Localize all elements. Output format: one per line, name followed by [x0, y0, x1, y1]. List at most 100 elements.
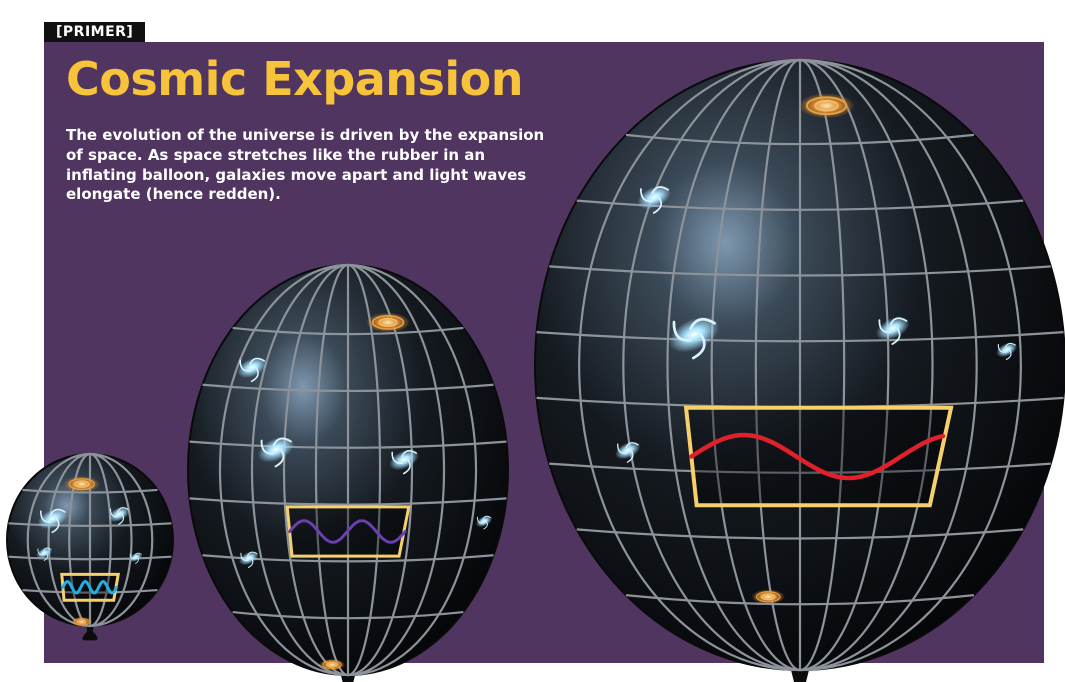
meridian-line — [26, 452, 91, 628]
galaxy-arm — [691, 333, 706, 360]
galaxy-arm — [640, 188, 653, 203]
parallel-line — [549, 462, 1051, 474]
galaxy-ring — [814, 100, 839, 112]
galaxy-arm — [240, 552, 249, 561]
balloon-medium — [187, 263, 509, 682]
meridian-line — [314, 263, 349, 677]
galaxy-arm — [401, 449, 417, 458]
spiral-galaxy-blue — [128, 552, 143, 564]
galaxy-arm — [878, 319, 892, 334]
balloon-knot — [82, 622, 98, 641]
galaxy-glow — [475, 515, 493, 528]
parallel-line — [189, 497, 507, 506]
spiral-galaxy-orange — [798, 93, 855, 119]
spiral-galaxy-blue — [36, 547, 53, 561]
galaxy-glow — [257, 436, 295, 463]
meridian-line — [710, 58, 801, 672]
parallel-line — [202, 383, 494, 393]
meridian-line — [666, 58, 801, 672]
meridian-line — [218, 263, 349, 677]
galaxy-arm — [239, 359, 251, 372]
spiral-galaxy-orange — [63, 476, 100, 493]
galaxy-arm — [482, 515, 492, 520]
meridian-line — [347, 263, 446, 677]
galaxy-glow — [637, 185, 672, 210]
spiral-galaxy-blue — [637, 185, 672, 214]
galaxy-arm — [672, 320, 692, 342]
galaxy-ring — [755, 591, 781, 603]
galaxy-ring — [805, 96, 848, 116]
meridian-line — [282, 263, 349, 677]
parallel-line — [576, 528, 1024, 540]
galaxy-arm — [49, 508, 66, 516]
galaxy-glow — [128, 552, 143, 562]
page-title: Cosmic Expansion — [66, 52, 524, 106]
galaxy-ring — [73, 618, 90, 626]
spiral-galaxy-blue — [668, 316, 720, 360]
galaxy-glow — [875, 316, 910, 341]
galaxy-ring — [326, 662, 338, 668]
galaxy-arm — [249, 357, 265, 365]
meridian-line — [250, 263, 349, 677]
galaxy-ring — [378, 317, 398, 327]
parallel-line — [576, 199, 1024, 211]
galaxy-arm — [40, 510, 52, 523]
galaxy-ring — [77, 619, 87, 624]
spiral-galaxy-blue — [615, 441, 641, 463]
parallel-line — [189, 440, 507, 449]
galaxy-ring — [760, 593, 776, 601]
meridian-line — [89, 452, 112, 628]
galaxy-glow — [389, 449, 419, 471]
galaxy-ring — [322, 660, 342, 670]
galaxy-arm — [625, 442, 639, 449]
parallel-line — [232, 326, 464, 336]
galaxy-glow — [996, 342, 1018, 358]
galaxy-arm — [129, 553, 136, 560]
parallel-line — [536, 331, 1064, 343]
meridian-line — [622, 58, 801, 672]
meridian-line — [799, 58, 934, 672]
galaxy-glow — [108, 506, 130, 522]
parallel-line — [232, 610, 464, 620]
galaxy-arm — [274, 448, 285, 468]
meridian-line — [89, 452, 154, 628]
light-wave — [288, 519, 407, 544]
galaxy-arm — [626, 449, 634, 463]
galaxy-arm — [483, 520, 488, 530]
galaxy-arm — [617, 443, 627, 455]
galaxy-arm — [260, 439, 275, 455]
galaxy-glow — [238, 551, 259, 566]
galaxy-ring — [68, 478, 95, 491]
light-wave — [61, 580, 118, 595]
galaxy-arm — [391, 451, 403, 465]
galaxy-glow — [668, 316, 720, 353]
spiral-galaxy-orange — [318, 658, 346, 671]
light-wave — [689, 432, 946, 481]
galaxy-arm — [1005, 349, 1012, 361]
meridian-line — [578, 58, 801, 672]
galaxy-arm — [42, 547, 52, 552]
galaxy-arm — [250, 366, 259, 383]
galaxy-arm — [43, 552, 49, 561]
parallel-line — [22, 588, 158, 594]
spiral-galaxy-blue — [996, 342, 1018, 361]
parallel-line — [549, 265, 1051, 277]
meridian-line — [347, 263, 382, 677]
galaxy-arm — [51, 517, 60, 534]
spiral-galaxy-orange — [366, 312, 410, 333]
galaxy-arm — [109, 508, 119, 518]
galaxy-arm — [272, 437, 292, 447]
galaxy-arm — [118, 513, 125, 525]
spiral-galaxy-blue — [108, 506, 130, 525]
meridian-line — [89, 452, 133, 628]
parallel-line — [8, 522, 172, 527]
spiral-galaxy-blue — [238, 551, 259, 568]
spiral-galaxy-blue — [875, 316, 910, 345]
galaxy-arm — [889, 317, 908, 326]
galaxy-arm — [689, 317, 717, 331]
spiral-galaxy-orange — [70, 616, 93, 627]
galaxy-glow — [615, 441, 641, 460]
spiral-galaxy-blue — [257, 436, 295, 468]
galaxy-arm — [134, 552, 142, 557]
